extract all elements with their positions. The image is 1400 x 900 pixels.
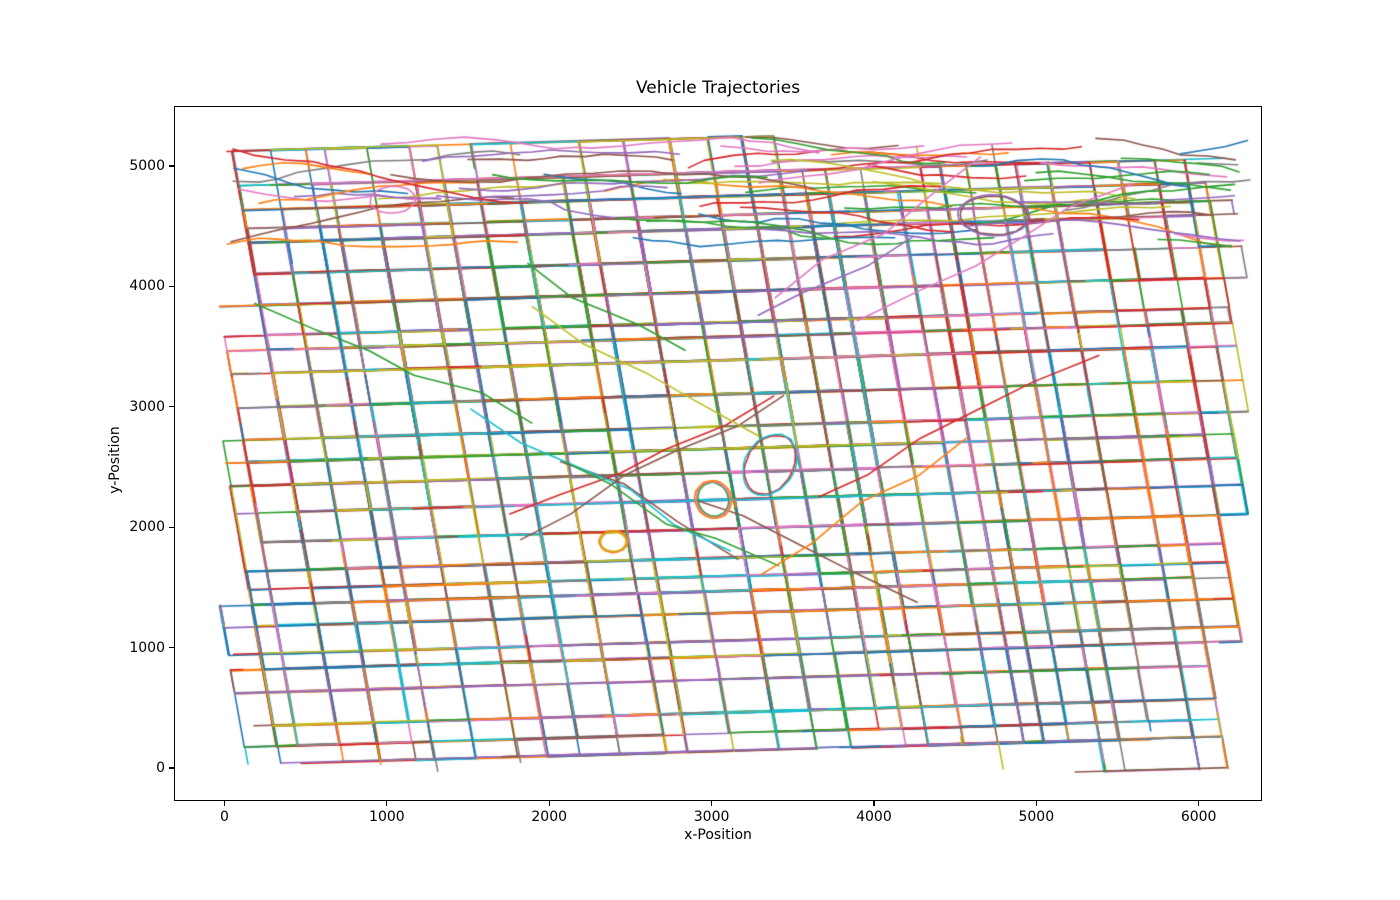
x-tick-mark [710, 801, 713, 806]
y-tick-mark [169, 646, 174, 649]
chart-title: Vehicle Trajectories [635, 78, 801, 98]
y-tick-mark [169, 165, 174, 167]
x-tick-mark [1198, 801, 1200, 806]
x-tick-mark [1035, 801, 1037, 806]
y-tick-mark [169, 406, 174, 408]
x-axis-label: x-Position [684, 827, 752, 843]
x-tick-mark [873, 801, 875, 806]
x-tick-label: 1000 [369, 809, 405, 825]
y-tick-label: 5000 [129, 157, 165, 174]
y-tick-mark [169, 285, 174, 287]
x-tick-mark [386, 801, 388, 806]
x-tick-label: 0 [220, 809, 229, 825]
y-tick-mark [169, 526, 174, 528]
y-tick-mark [169, 767, 174, 769]
y-tick-label: 4000 [129, 278, 165, 295]
x-tick-label: 4000 [856, 809, 892, 825]
x-tick-label: 3000 [693, 809, 730, 825]
trajectories-canvas [175, 107, 1261, 800]
x-tick-label: 6000 [1180, 809, 1217, 825]
y-tick-label: 3000 [129, 398, 165, 415]
y-axis-label: y-Position [107, 425, 123, 494]
y-tick-label: 2000 [129, 519, 165, 536]
x-tick-label: 2000 [531, 809, 568, 825]
plot-area [175, 107, 1261, 800]
x-tick-mark [548, 801, 550, 806]
y-tick-label: 0 [156, 759, 165, 776]
y-tick-label: 1000 [129, 639, 165, 656]
x-tick-label: 5000 [1018, 809, 1055, 825]
x-tick-mark [223, 801, 226, 806]
